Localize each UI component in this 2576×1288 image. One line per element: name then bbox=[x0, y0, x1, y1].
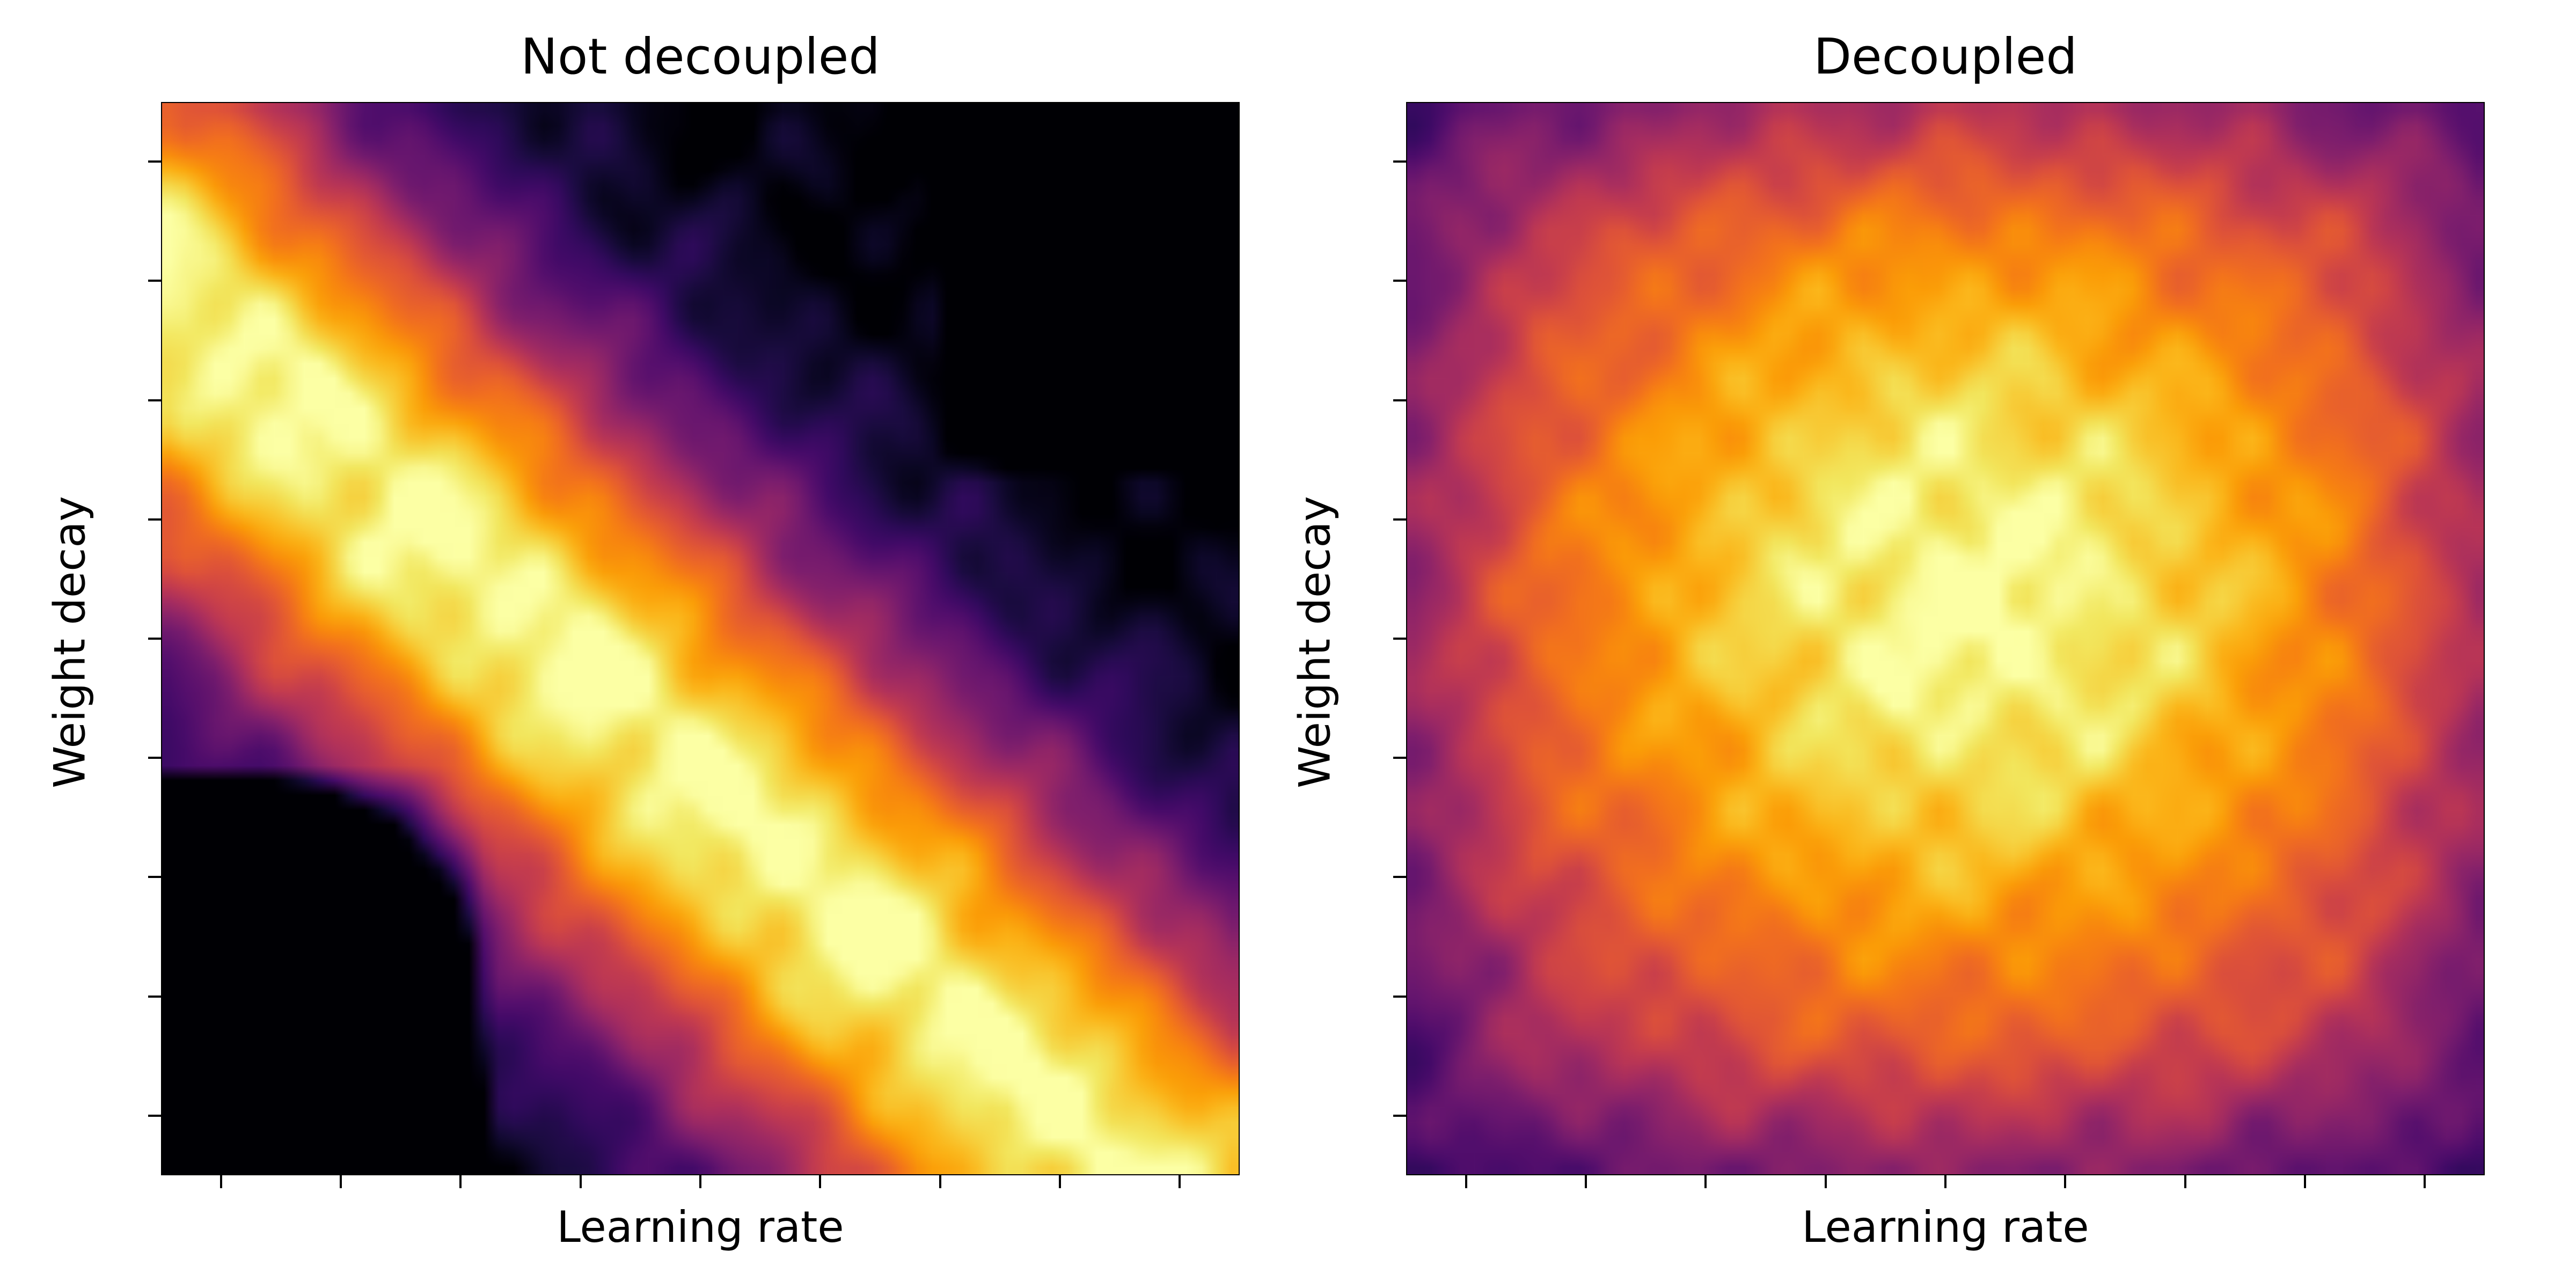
ytick bbox=[1393, 757, 1406, 759]
ylabel-decoupled: Weight decay bbox=[1290, 106, 1340, 1179]
panel-decoupled: Decoupled Learning rate Weight decay bbox=[0, 0, 2576, 1288]
ytick bbox=[1393, 399, 1406, 401]
panel-title-decoupled: Decoupled bbox=[1406, 28, 2485, 85]
xtick bbox=[1585, 1175, 1587, 1188]
ytick bbox=[1393, 638, 1406, 640]
xtick bbox=[2424, 1175, 2426, 1188]
xlabel-decoupled: Learning rate bbox=[1406, 1202, 2485, 1252]
ytick bbox=[1393, 280, 1406, 282]
heatmap-decoupled bbox=[1407, 103, 2484, 1174]
xtick bbox=[1704, 1175, 1707, 1188]
xtick bbox=[1465, 1175, 1467, 1188]
xtick bbox=[1825, 1175, 1827, 1188]
ytick bbox=[1393, 876, 1406, 878]
xtick bbox=[2184, 1175, 2186, 1188]
xtick bbox=[1944, 1175, 1946, 1188]
ytick bbox=[1393, 1115, 1406, 1117]
plot-area-decoupled bbox=[1406, 102, 2485, 1175]
ytick bbox=[1393, 160, 1406, 163]
xtick bbox=[2064, 1175, 2066, 1188]
figure: Not decoupled Learning rate Weight decay… bbox=[0, 0, 2576, 1288]
xtick bbox=[2304, 1175, 2306, 1188]
ytick bbox=[1393, 996, 1406, 998]
ytick bbox=[1393, 518, 1406, 521]
